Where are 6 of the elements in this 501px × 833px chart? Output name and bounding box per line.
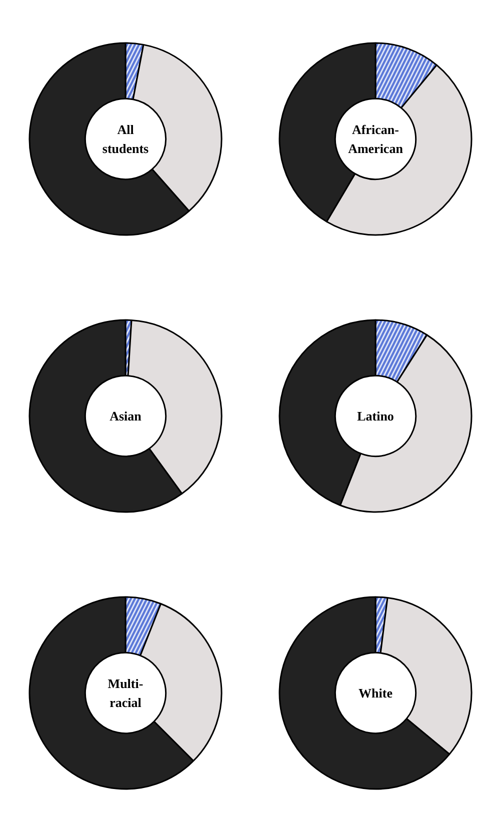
text: White [358,686,393,700]
text: Asian [110,408,142,424]
text: Latino [357,408,394,424]
text: Multi-racial [108,676,144,710]
text: All students [102,122,149,156]
text: African-American [348,122,404,156]
